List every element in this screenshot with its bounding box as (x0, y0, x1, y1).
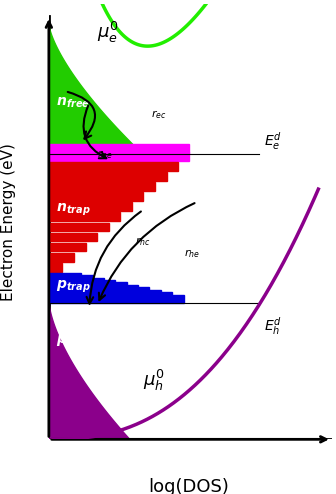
Text: $r_{ec}$: $r_{ec}$ (151, 109, 167, 122)
Bar (49, 294, 183, 303)
Bar (49, 289, 161, 298)
Text: $\bfit{p}_{trap}$: $\bfit{p}_{trap}$ (55, 279, 90, 295)
Bar (49, 273, 81, 282)
Text: log(DOS): log(DOS) (149, 478, 229, 494)
Bar (49, 144, 189, 153)
Bar (49, 152, 189, 161)
Bar (49, 275, 93, 284)
Text: $r_{hc}$: $r_{hc}$ (135, 235, 151, 248)
Text: $\bfit{n}_{trap}$: $\bfit{n}_{trap}$ (55, 202, 90, 218)
Text: $\mu^0_h$: $\mu^0_h$ (143, 368, 165, 393)
Bar (49, 162, 178, 171)
Bar (49, 253, 74, 261)
Text: $r_{ee}$: $r_{ee}$ (97, 148, 113, 161)
Text: $\bfit{n}_{free}$: $\bfit{n}_{free}$ (55, 96, 89, 110)
Bar (49, 283, 127, 291)
Bar (49, 288, 150, 296)
Bar (49, 285, 138, 293)
Bar (49, 212, 120, 221)
Text: $r_{he}$: $r_{he}$ (183, 247, 200, 260)
Bar (49, 203, 132, 211)
Text: $E^d_e$: $E^d_e$ (264, 130, 282, 152)
Text: $\bfit{p}_{free}$: $\bfit{p}_{free}$ (55, 333, 90, 348)
Bar (49, 292, 172, 301)
Bar (49, 263, 62, 272)
Bar (49, 222, 109, 231)
Bar (49, 182, 155, 191)
Bar (49, 192, 143, 201)
Text: $E^d_h$: $E^d_h$ (264, 315, 282, 337)
Bar (49, 243, 86, 251)
Text: Electron Energy (eV): Electron Energy (eV) (1, 143, 16, 301)
Text: $\mu^0_e$: $\mu^0_e$ (97, 20, 119, 45)
Bar (49, 278, 104, 287)
Bar (49, 280, 115, 288)
Polygon shape (49, 24, 151, 163)
Bar (49, 172, 167, 181)
Polygon shape (49, 301, 130, 439)
Bar (49, 233, 97, 242)
